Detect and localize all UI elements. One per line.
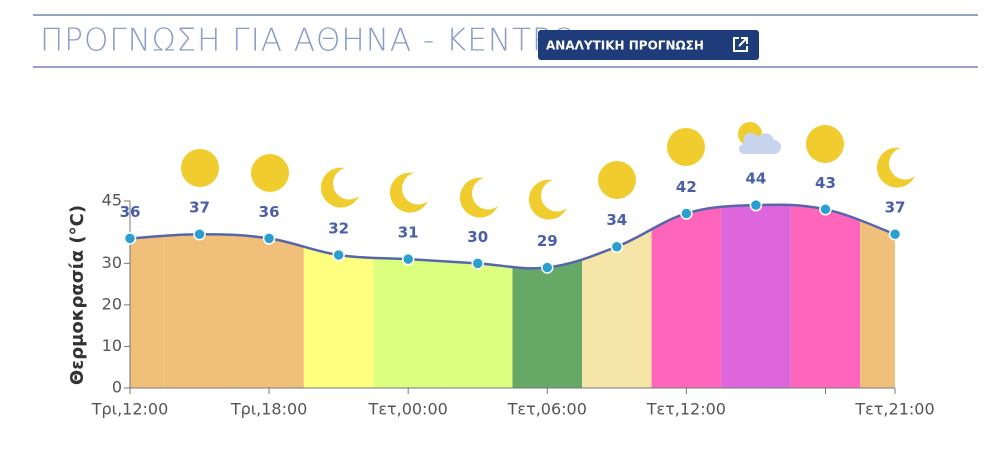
data-point bbox=[819, 203, 832, 216]
forecast-button[interactable]: ΑΝΑΛΥΤΙΚΗ ΠΡΟΓΝΩΣΗ bbox=[538, 30, 759, 60]
x-tick-label: Τετ,12:00 bbox=[646, 400, 726, 419]
data-point bbox=[471, 257, 484, 270]
value-label: 44 bbox=[745, 170, 766, 188]
external-icon bbox=[733, 37, 748, 52]
y-axis: 0 10 20 30 45 bbox=[102, 191, 131, 397]
value-label: 30 bbox=[467, 228, 488, 246]
value-label: 36 bbox=[120, 203, 141, 221]
data-point bbox=[332, 248, 345, 262]
button-label[interactable]: ΑΝΑΛΥΤΙΚΗ ΠΡΟΓΝΩΣΗ bbox=[546, 39, 704, 53]
x-tick-label: Τετ,21:00 bbox=[854, 400, 934, 419]
data-point bbox=[262, 232, 276, 245]
data-point bbox=[680, 207, 693, 220]
value-label: 42 bbox=[676, 178, 697, 196]
y-tick-label: 20 bbox=[102, 294, 122, 313]
data-point bbox=[749, 198, 763, 212]
temp-band bbox=[651, 204, 722, 388]
x-tick-label: Τετ,00:00 bbox=[368, 400, 448, 419]
y-tick-label: 10 bbox=[102, 336, 122, 355]
data-point bbox=[193, 227, 206, 241]
value-label: 36 bbox=[259, 203, 280, 221]
data-point bbox=[123, 232, 137, 245]
y-tick-label: 45 bbox=[102, 191, 122, 210]
value-label: 29 bbox=[537, 232, 558, 250]
x-tick-label: Τρι,12:00 bbox=[91, 400, 169, 419]
value-label: 34 bbox=[606, 211, 627, 229]
data-point bbox=[541, 261, 554, 274]
data-point bbox=[401, 252, 415, 266]
value-label: 37 bbox=[885, 199, 906, 217]
y-axis-label: Θερμοκρασία (°C) bbox=[67, 205, 88, 385]
temp-band bbox=[721, 204, 791, 388]
value-label: 37 bbox=[189, 199, 210, 217]
button-bg[interactable] bbox=[538, 30, 759, 60]
x-tick-label: Τρι,18:00 bbox=[230, 400, 308, 419]
value-label: 31 bbox=[398, 224, 419, 242]
y-tick-label: 30 bbox=[102, 253, 122, 272]
x-tick-label: Τετ,06:00 bbox=[507, 400, 587, 419]
temp-band bbox=[303, 204, 374, 388]
temp-band bbox=[790, 204, 861, 388]
value-label: 32 bbox=[328, 220, 349, 238]
value-label: 43 bbox=[815, 174, 836, 192]
data-point bbox=[610, 240, 624, 253]
page-title: ΠΡΟΓΝΩΣΗ ΓΙΑ ΑΘΗΝΑ - ΚΕΝΤΡΟ bbox=[40, 23, 577, 59]
y-tick-label: 0 bbox=[112, 378, 122, 397]
temperature-bands bbox=[130, 204, 895, 388]
data-point bbox=[888, 227, 902, 241]
temperature-line bbox=[129, 203, 896, 270]
